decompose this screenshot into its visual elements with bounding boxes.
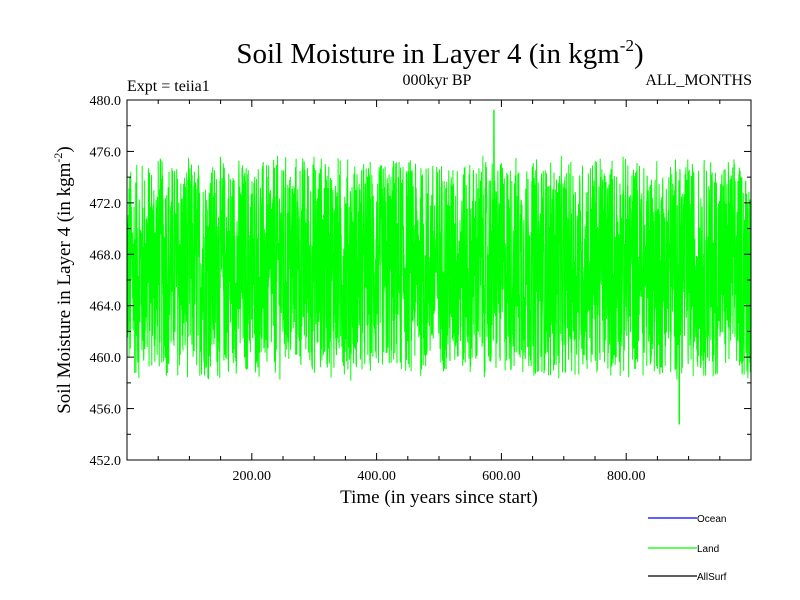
chart-title: Soil Moisture in Layer 4 (in kgm-2): [236, 36, 643, 70]
legend-label-ocean: Ocean: [697, 514, 726, 525]
experiment-label: Expt = teiia1: [127, 78, 210, 95]
period-label: 000kyr BP: [403, 72, 472, 89]
x-tick-label: 400.00: [357, 469, 396, 484]
legend-label-land: Land: [697, 544, 719, 555]
x-axis-label: Time (in years since start): [340, 487, 538, 508]
legend: Ocean Land AllSurf: [648, 514, 727, 583]
y-axis-label: Soil Moisture in Layer 4 (in kgm-2): [51, 146, 75, 414]
y-tick-label: 460.0: [90, 351, 122, 366]
series-line-land: [127, 109, 751, 425]
y-tick-label: 456.0: [90, 403, 122, 418]
y-tick-label: 472.0: [90, 197, 122, 212]
y-tick-label: 464.0: [90, 300, 122, 315]
y-tick-label: 476.0: [90, 145, 122, 160]
x-tick-label: 800.00: [607, 469, 646, 484]
series-layer: [127, 109, 751, 425]
axis-ticks: 452.0 456.0 460.0 464.0 468.0 472.0 476.0 480.0…: [90, 94, 751, 484]
months-label: ALL_MONTHS: [645, 72, 752, 89]
legend-label-allsurf: AllSurf: [697, 572, 727, 583]
y-tick-label: 452.0: [90, 454, 122, 469]
y-tick-label: 468.0: [90, 248, 122, 263]
y-tick-label: 480.0: [90, 94, 122, 109]
x-tick-label: 200.00: [233, 469, 272, 484]
x-tick-label: 600.00: [482, 469, 521, 484]
